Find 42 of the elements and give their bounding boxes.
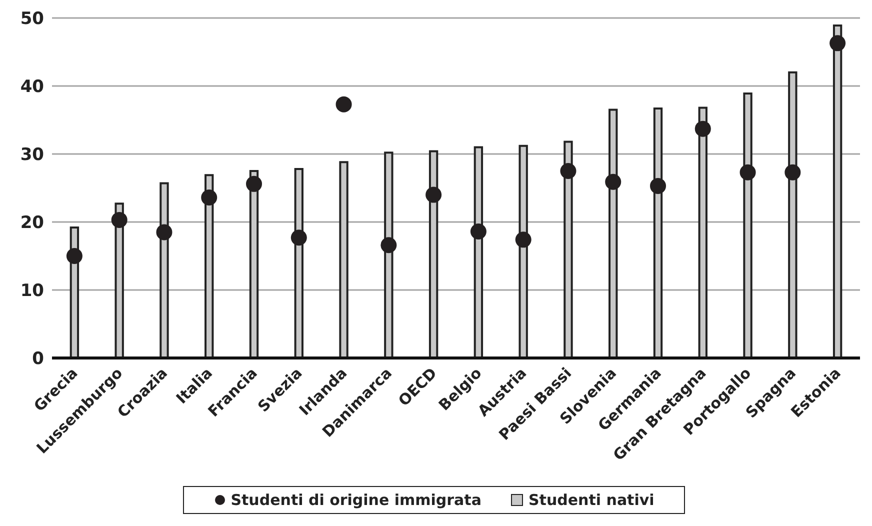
y-tick-label: 10 [20, 281, 44, 302]
point [156, 224, 172, 240]
bar [698, 106, 708, 358]
bar [428, 150, 438, 358]
point [740, 164, 756, 180]
point [336, 96, 352, 112]
bar [339, 161, 348, 358]
bar [160, 182, 169, 358]
point [830, 35, 846, 52]
bar [384, 152, 394, 358]
point [650, 178, 666, 194]
point [290, 230, 307, 246]
point [66, 248, 82, 264]
y-tick-label: 0 [32, 349, 44, 370]
y-tick-label: 40 [20, 77, 44, 98]
y-tick-label: 50 [20, 9, 44, 30]
bar [743, 92, 752, 358]
bar [608, 108, 618, 358]
bar [653, 107, 663, 358]
point [470, 224, 486, 240]
bar [518, 144, 528, 358]
y-tick-label: 20 [20, 213, 44, 234]
bar [474, 146, 484, 358]
bar [294, 168, 304, 358]
point [784, 164, 801, 180]
bar [832, 24, 842, 358]
point [515, 232, 532, 248]
point [380, 237, 397, 254]
point [426, 186, 442, 203]
point [605, 174, 622, 190]
point [201, 190, 218, 206]
point [560, 163, 576, 179]
bar [564, 140, 573, 358]
bar [114, 202, 124, 358]
point [246, 176, 262, 192]
bar [249, 170, 259, 358]
point [111, 212, 128, 228]
point [694, 120, 711, 137]
bar [788, 71, 798, 358]
y-tick-label: 30 [20, 145, 44, 166]
legend-label: Studenti nativi [527, 491, 654, 509]
legend-label: Studenti di origine immigrata [230, 491, 482, 509]
